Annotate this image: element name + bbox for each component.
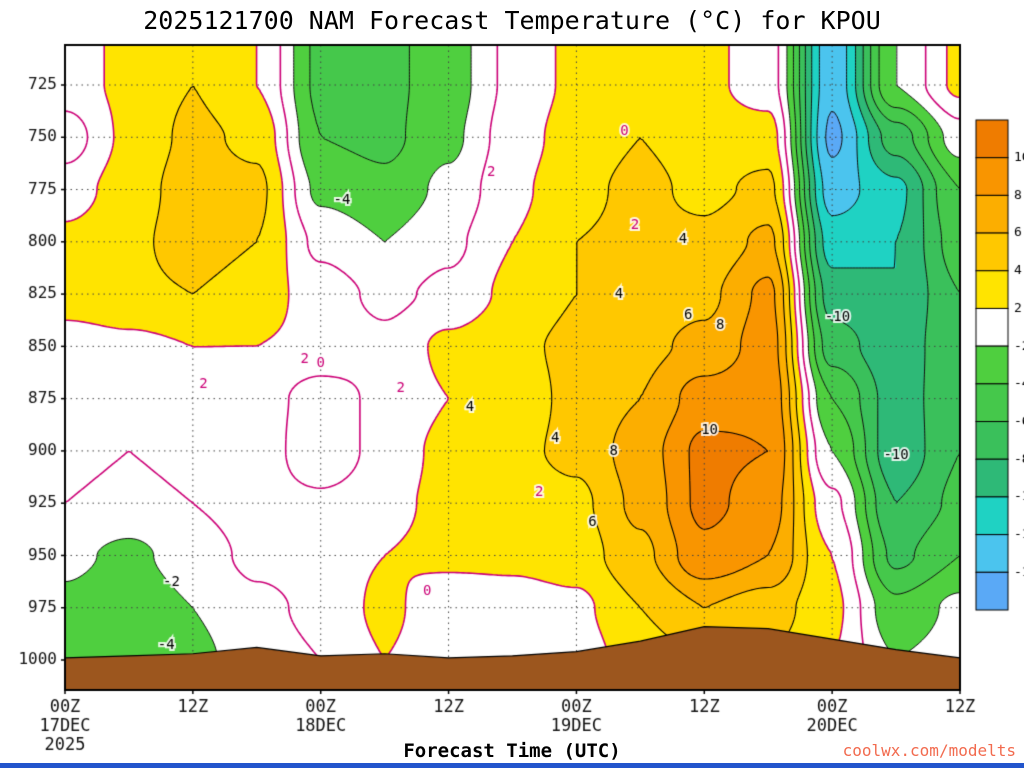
watermark-link[interactable]: coolwx.com/modelts (842, 741, 1016, 760)
chart-title: 2025121700 NAM Forecast Temperature (°C)… (143, 6, 881, 35)
bottom-screen-edge (0, 763, 1024, 768)
x-axis-label: Forecast Time (UTC) (403, 740, 621, 762)
